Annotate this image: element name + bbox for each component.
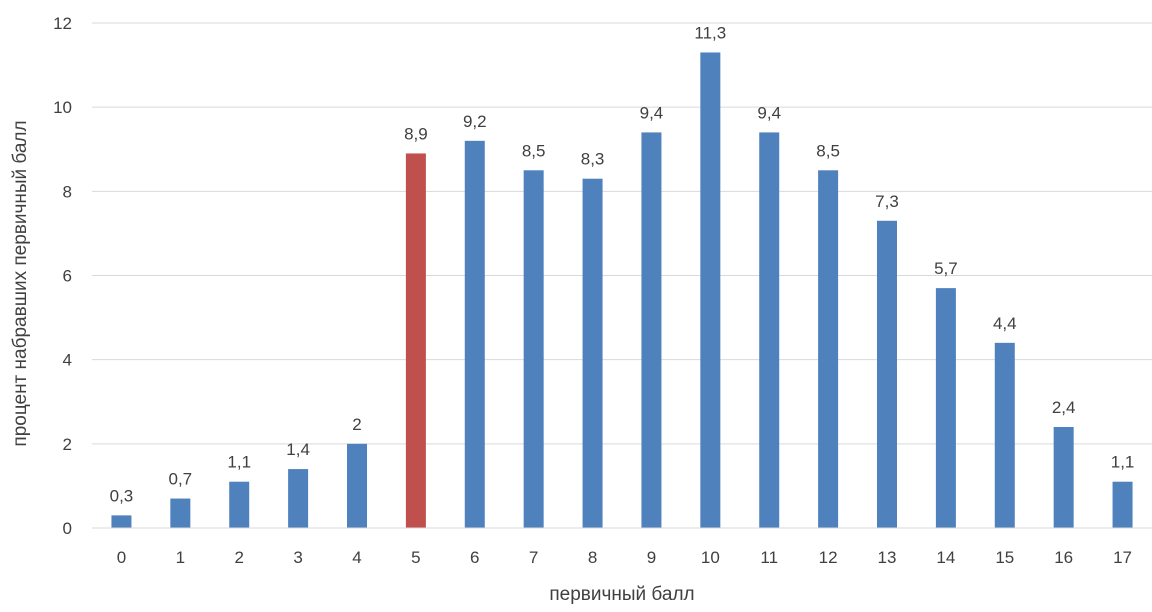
x-tick-label: 9 bbox=[647, 548, 656, 567]
x-tick-label: 17 bbox=[1113, 548, 1132, 567]
x-tick-label: 10 bbox=[701, 548, 720, 567]
bar bbox=[347, 444, 367, 528]
y-tick-label: 10 bbox=[53, 98, 72, 117]
x-axis-ticks: 0 1 2 3 4 5 6 7 8 9 10 11 12 13 14 15 16 17 bbox=[117, 548, 1132, 567]
x-tick-label: 5 bbox=[411, 548, 420, 567]
y-axis-ticks: 0 2 4 6 8 10 12 bbox=[53, 14, 72, 538]
bars bbox=[111, 52, 1132, 528]
x-tick-label: 15 bbox=[995, 548, 1014, 567]
y-tick-label: 6 bbox=[63, 267, 72, 286]
data-label: 9,2 bbox=[463, 112, 487, 131]
x-tick-label: 12 bbox=[819, 548, 838, 567]
bar-highlighted bbox=[406, 153, 426, 528]
bar bbox=[877, 221, 897, 528]
x-tick-label: 16 bbox=[1054, 548, 1073, 567]
bar bbox=[524, 170, 544, 528]
data-label: 8,5 bbox=[522, 141, 546, 160]
y-tick-label: 0 bbox=[63, 519, 72, 538]
bar bbox=[288, 469, 308, 528]
data-label: 0,3 bbox=[110, 486, 134, 505]
bar bbox=[229, 482, 249, 528]
bar bbox=[1054, 427, 1074, 528]
data-label: 1,1 bbox=[227, 453, 251, 472]
x-tick-label: 13 bbox=[878, 548, 897, 567]
x-tick-label: 2 bbox=[234, 548, 243, 567]
y-tick-label: 8 bbox=[63, 182, 72, 201]
x-tick-label: 4 bbox=[352, 548, 361, 567]
bar bbox=[1113, 482, 1133, 528]
data-label: 11,3 bbox=[694, 23, 726, 42]
data-label: 9,4 bbox=[640, 103, 664, 122]
data-label: 2 bbox=[352, 415, 361, 434]
data-label: 8,5 bbox=[816, 141, 840, 160]
x-axis-title: первичный балл bbox=[549, 584, 694, 605]
x-tick-label: 7 bbox=[529, 548, 538, 567]
x-tick-label: 8 bbox=[588, 548, 597, 567]
data-label: 2,4 bbox=[1052, 398, 1076, 417]
x-tick-label: 14 bbox=[936, 548, 955, 567]
bar bbox=[936, 288, 956, 528]
x-tick-label: 0 bbox=[117, 548, 126, 567]
bar bbox=[700, 52, 720, 528]
bar bbox=[995, 343, 1015, 528]
data-label: 8,3 bbox=[581, 150, 605, 169]
bar bbox=[759, 132, 779, 528]
bar bbox=[170, 499, 190, 528]
x-tick-label: 1 bbox=[176, 548, 185, 567]
bar bbox=[818, 170, 838, 528]
bar bbox=[641, 132, 661, 528]
data-labels: 0,3 0,7 1,1 1,4 2 8,9 9,2 8,5 8,3 9,4 11,3 9,4 8,5 7,… bbox=[110, 23, 1135, 505]
data-label: 5,7 bbox=[934, 259, 958, 278]
y-tick-label: 12 bbox=[53, 14, 72, 33]
data-label: 4,4 bbox=[993, 314, 1017, 333]
data-label: 9,4 bbox=[757, 103, 781, 122]
data-label: 1,1 bbox=[1111, 453, 1135, 472]
x-tick-label: 11 bbox=[760, 548, 778, 567]
data-label: 0,7 bbox=[169, 470, 193, 489]
x-tick-label: 6 bbox=[470, 548, 479, 567]
bar bbox=[583, 179, 603, 528]
gridlines bbox=[92, 23, 1152, 444]
bar bbox=[111, 515, 131, 528]
x-tick-label: 3 bbox=[293, 548, 302, 567]
data-label: 7,3 bbox=[875, 192, 899, 211]
y-tick-label: 2 bbox=[63, 435, 72, 454]
data-label: 8,9 bbox=[404, 124, 428, 143]
y-axis-title: процент набравших первичный балл bbox=[10, 120, 31, 446]
bar bbox=[465, 141, 485, 528]
data-label: 1,4 bbox=[286, 440, 310, 459]
y-tick-label: 4 bbox=[63, 351, 72, 370]
